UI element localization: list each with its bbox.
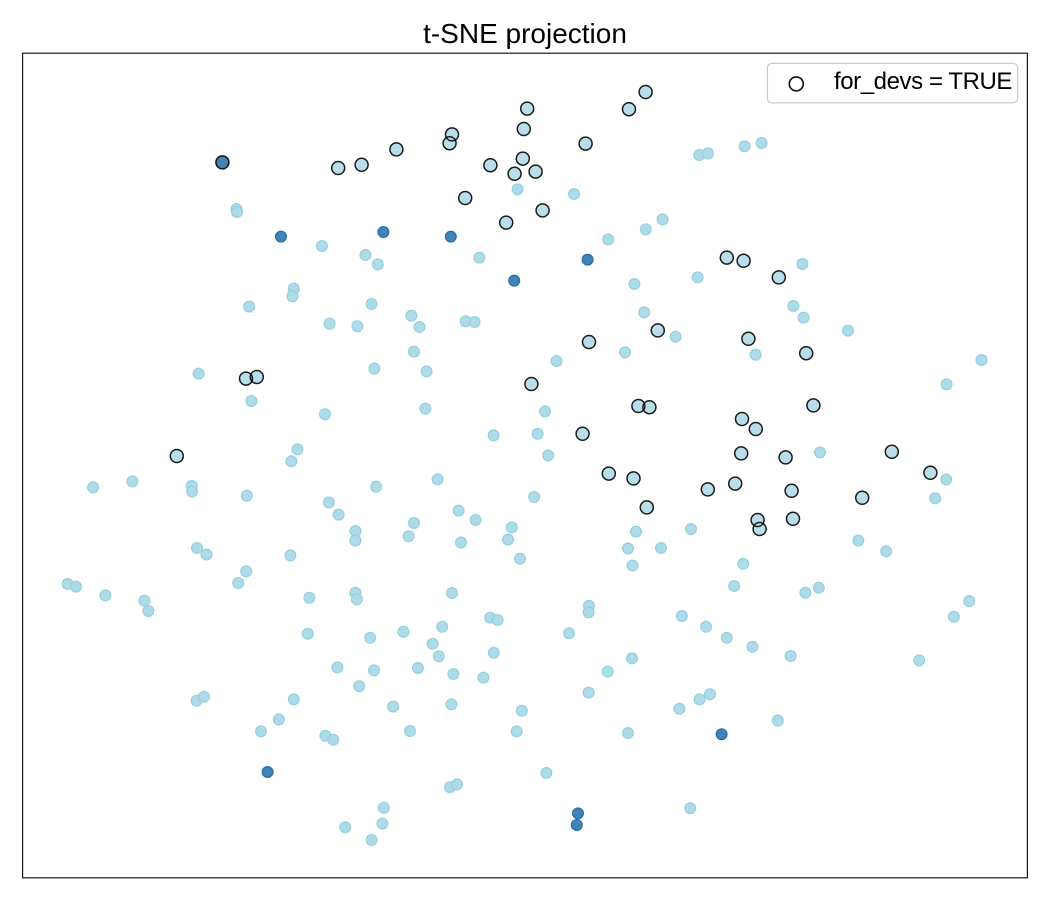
svg-text:for_devs = TRUE: for_devs = TRUE xyxy=(834,68,1012,95)
svg-text:t-SNE projection: t-SNE projection xyxy=(423,18,627,49)
